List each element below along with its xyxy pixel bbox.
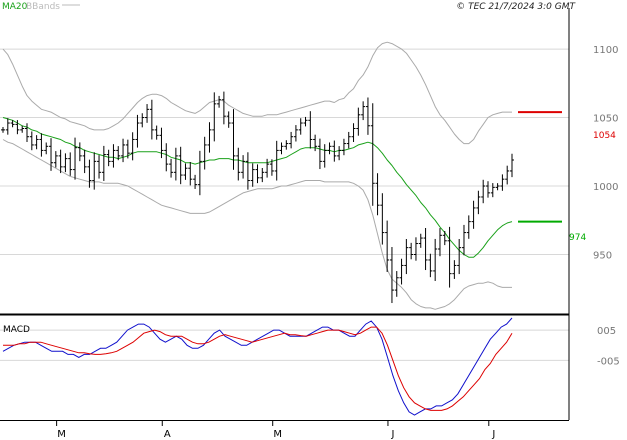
bbands [2,41,512,310]
time-tick-label: J [390,429,394,440]
bband-upper [2,41,512,145]
ma20-series [2,117,513,258]
source-stamp: © TEC 21/7/2024 3:0 GMT [456,2,576,12]
macd-axis: 005 -005 [597,326,620,367]
price-tick-label: 950 [593,250,612,261]
ma20-line [2,117,513,258]
price-tick-label: 1100 [593,45,618,56]
macd-panel [2,317,513,416]
bbands-label: BBands [26,2,60,12]
price-bars [1,91,514,304]
bband-lower [2,139,512,310]
time-tick-label: A [164,429,171,440]
resistance-label: 1054 [593,131,616,141]
time-tick-label: M [57,429,66,440]
signal-line [3,326,513,411]
support-label: 974 [569,233,586,243]
levels [518,111,562,223]
macd-title: MACD [3,325,30,335]
macd-tick-label: -005 [597,356,620,367]
price-axis: 1100 1050 1000 950 [593,45,618,261]
time-tick-label: M [273,429,282,440]
price-tick-label: 1050 [593,114,618,125]
price-tick-label: 1000 [593,182,618,193]
ma20-label: MA20 [2,2,28,12]
macd-tick-label: 005 [597,326,616,337]
time-tick-label: J [491,429,495,440]
chart-frame [0,8,570,421]
